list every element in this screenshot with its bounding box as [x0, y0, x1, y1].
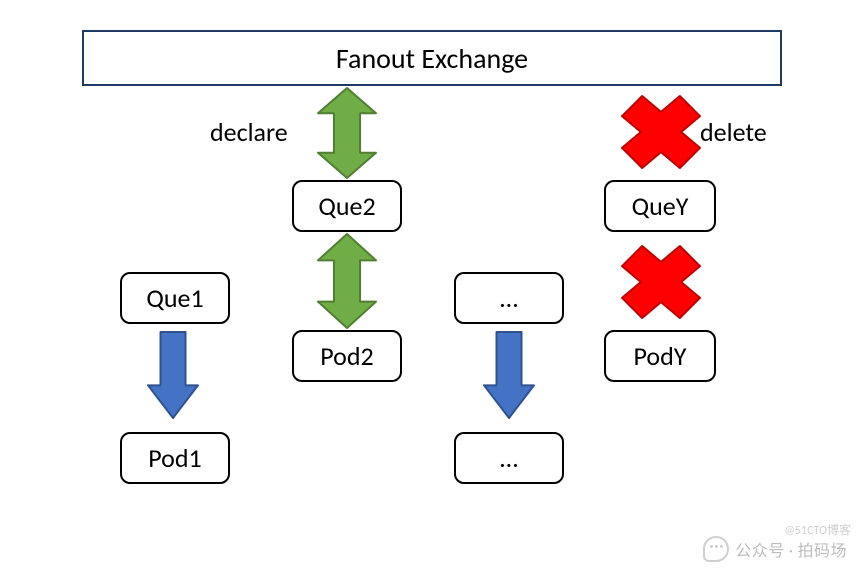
pod2-node: Pod2: [292, 330, 402, 382]
pody-label: PodY: [634, 340, 687, 372]
pod2-label: Pod2: [320, 340, 373, 372]
green-double-arrow-1: [318, 88, 376, 178]
declare-label: declare: [210, 116, 288, 148]
fanout-exchange-label: Fanout Exchange: [336, 41, 528, 76]
dots2-label: …: [500, 442, 518, 474]
que2-node: Que2: [292, 180, 402, 232]
dots2-node: …: [454, 432, 564, 484]
blue-down-arrow-1: [148, 332, 198, 418]
pody-node: PodY: [604, 330, 716, 382]
delete-label: delete: [700, 116, 767, 148]
pod1-label: Pod1: [148, 442, 201, 474]
que1-label: Que1: [146, 282, 203, 314]
watermark: 公众号 · 拍码场: [703, 536, 847, 562]
blue-down-arrow-2: [484, 332, 534, 418]
wechat-icon: [703, 536, 729, 562]
diagram-canvas: Fanout Exchange declare delete Que1 Que2…: [0, 0, 865, 570]
red-x-1: [622, 96, 700, 168]
fanout-exchange-box: Fanout Exchange: [82, 30, 782, 86]
watermark-text: 公众号 · 拍码场: [735, 537, 847, 561]
green-double-arrow-2: [318, 234, 376, 328]
que1-node: Que1: [120, 272, 230, 324]
pod1-node: Pod1: [120, 432, 230, 484]
quey-node: QueY: [604, 180, 716, 232]
que2-label: Que2: [318, 190, 375, 222]
quey-label: QueY: [632, 190, 689, 222]
dots1-label: …: [500, 282, 518, 314]
dots1-node: …: [454, 272, 564, 324]
red-x-2: [622, 246, 700, 318]
